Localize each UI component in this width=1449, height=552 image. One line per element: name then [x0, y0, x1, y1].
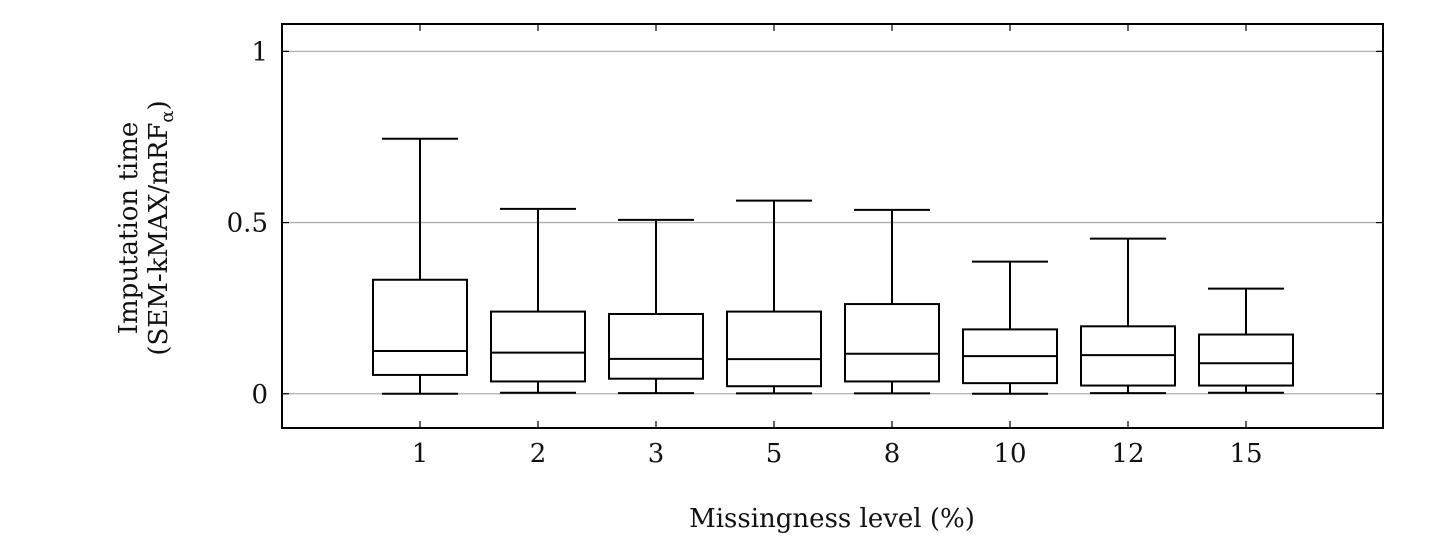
y-axis-title-line1: Imputation time: [114, 122, 144, 335]
iqr-box: [490, 310, 586, 383]
iqr-box: [1198, 333, 1294, 387]
y-tick-label: 0.5: [227, 209, 268, 239]
x-tick-label: 3: [648, 439, 665, 469]
box-1: [372, 137, 468, 395]
iqr-box: [844, 303, 940, 383]
box-12: [1080, 237, 1176, 395]
gridlines: [282, 50, 1383, 395]
boxes: [372, 137, 1294, 395]
x-tick-label: 2: [530, 439, 547, 469]
x-tick-label: 5: [766, 439, 783, 469]
x-tick-label: 10: [993, 439, 1026, 469]
y-tick-label: 1: [251, 37, 268, 67]
box-10: [962, 260, 1058, 395]
iqr-box: [726, 310, 822, 388]
iqr-box: [608, 312, 704, 380]
box-8: [844, 208, 940, 395]
x-axis-title: Missingness level (%): [689, 504, 975, 534]
iqr-box: [372, 278, 468, 376]
x-tick-label: 15: [1229, 439, 1262, 469]
box-2: [490, 207, 586, 394]
y-axis-title-main: (SEM-kMAX/mRF: [144, 123, 174, 356]
box-5: [726, 199, 822, 395]
tick-labels: 00.511 2 3 5 8 10 12 15: [227, 37, 1263, 469]
box-15: [1198, 287, 1294, 394]
y-axis-title-subscript: α: [157, 110, 178, 122]
y-axis-title: Imputation time (SEM-kMAX/mRFα): [114, 100, 178, 355]
x-tick-label: 1: [412, 439, 429, 469]
plot-frame: [281, 23, 1384, 429]
y-axis-title-line2: (SEM-kMAX/mRFα): [144, 100, 178, 355]
axis-ticks: [282, 24, 1383, 428]
y-axis-title-end: ): [144, 100, 174, 110]
box-3: [608, 218, 704, 395]
x-tick-label: 8: [884, 439, 901, 469]
y-tick-label: 0: [251, 380, 268, 410]
x-tick-label: 12: [1111, 439, 1144, 469]
